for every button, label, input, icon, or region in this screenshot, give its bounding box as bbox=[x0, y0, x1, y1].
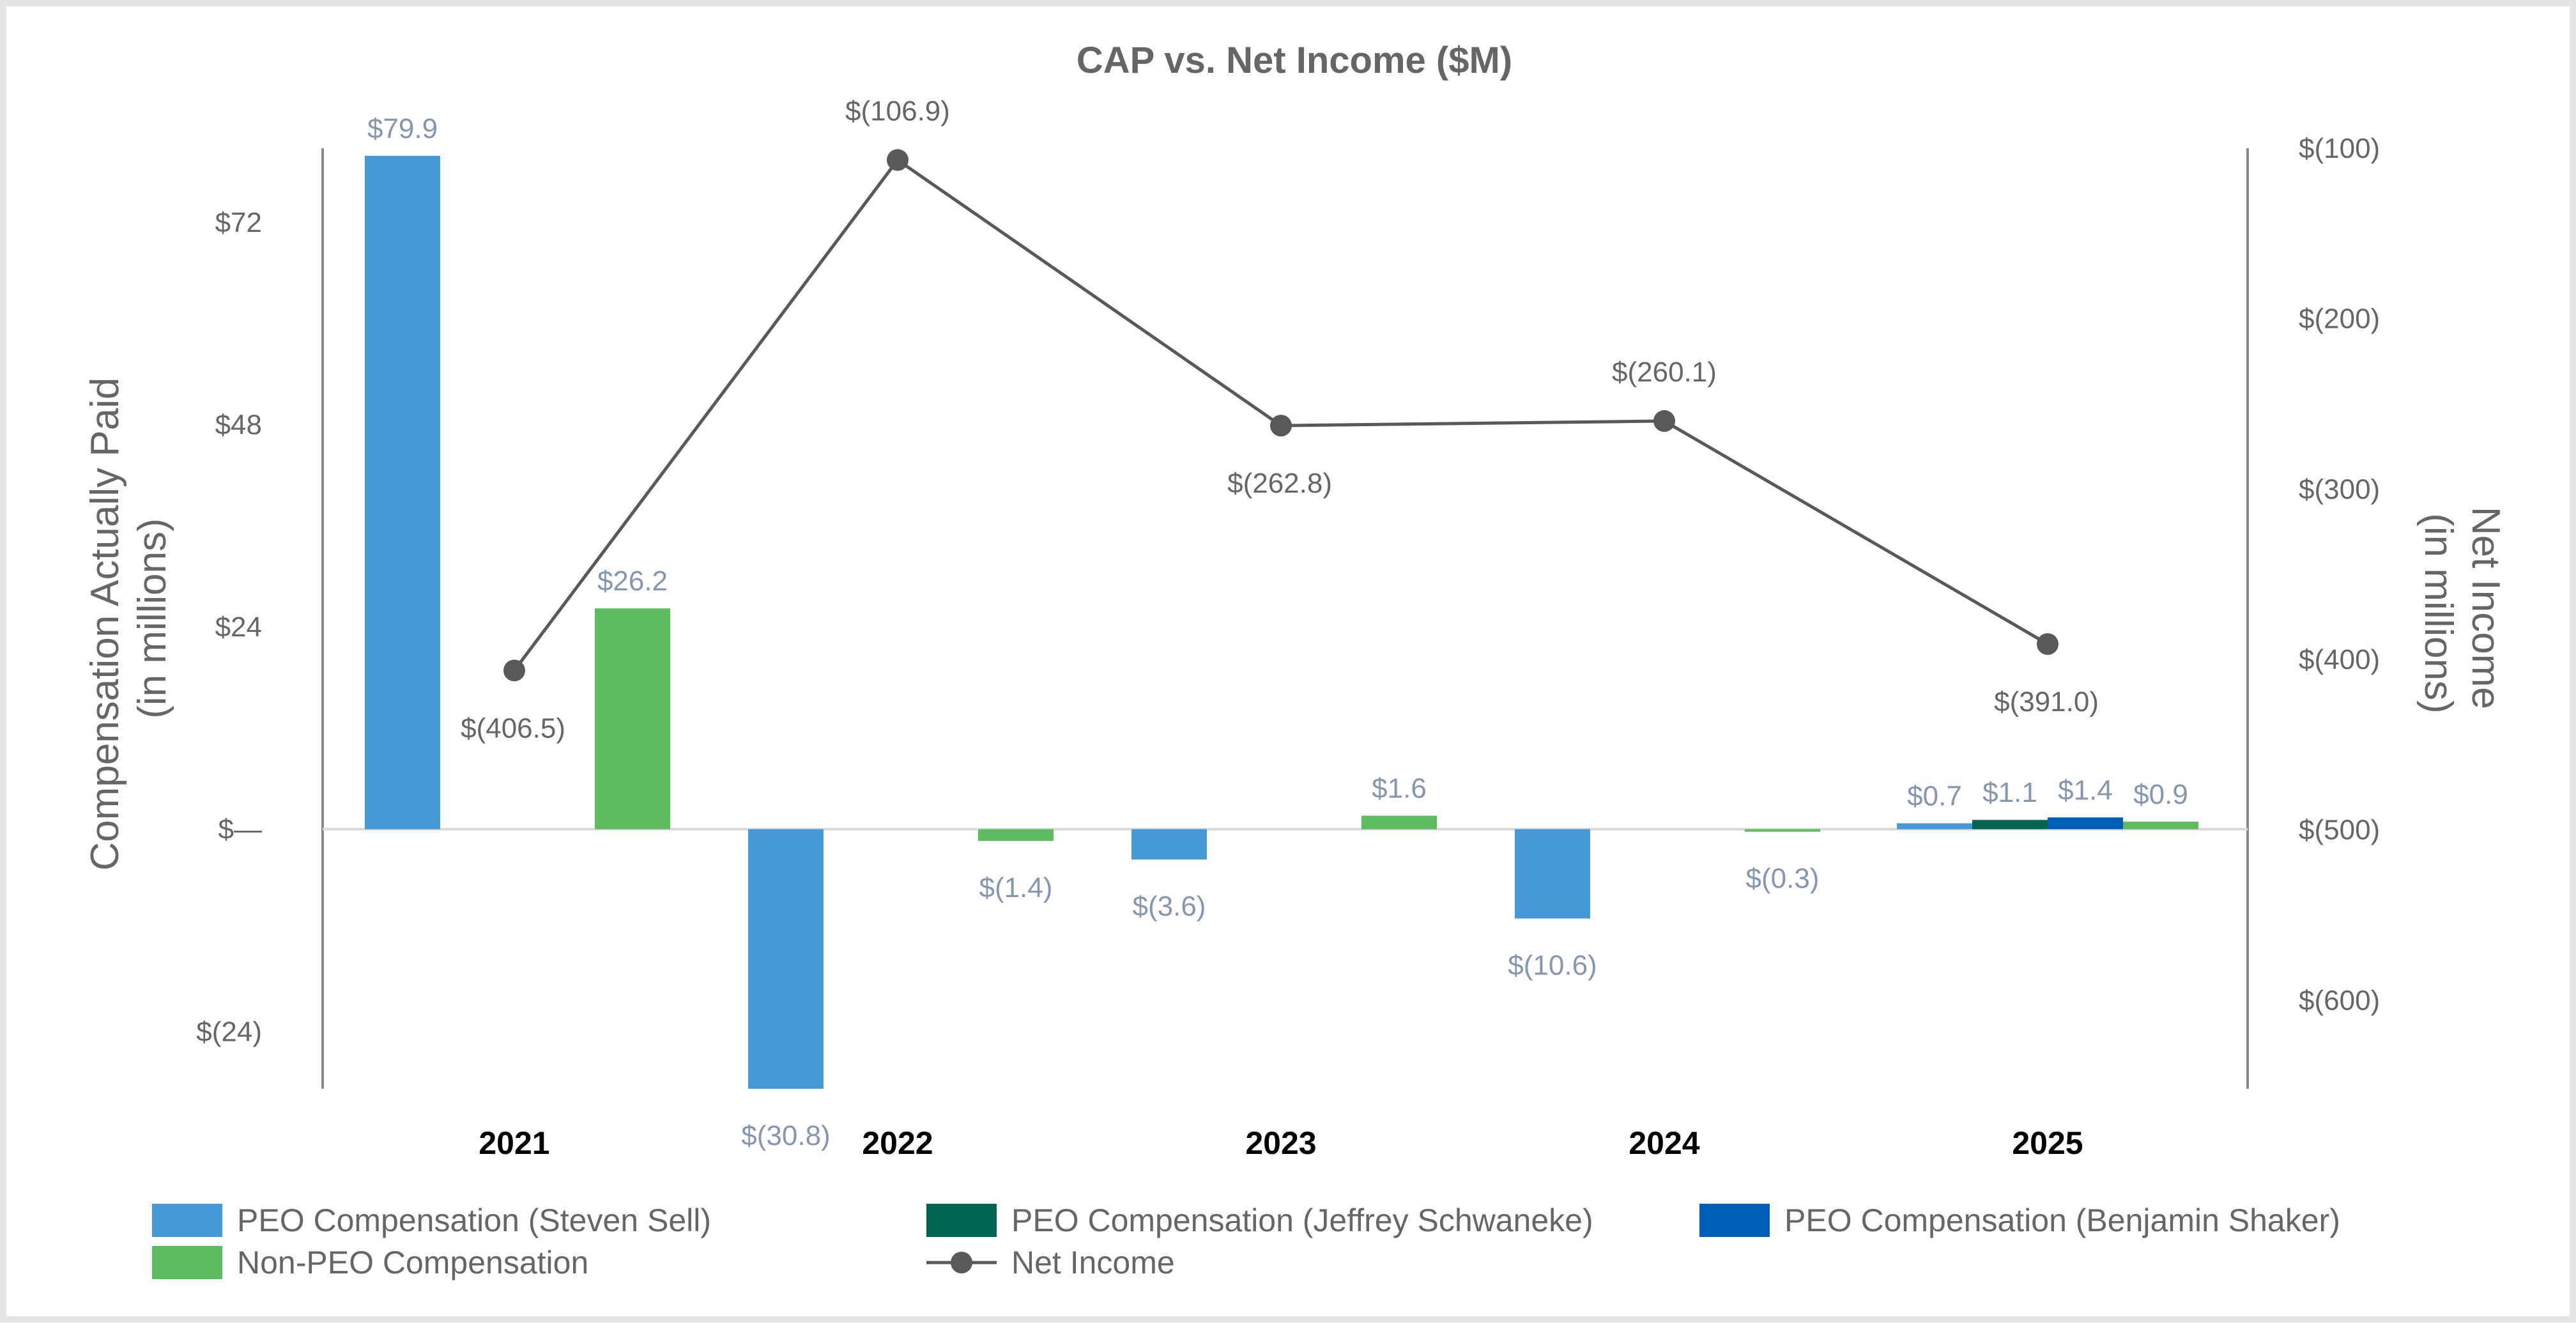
bar-2024-series-0 bbox=[1515, 829, 1590, 919]
right-tick-label: $(300) bbox=[2299, 473, 2380, 505]
bar-data-labels: $79.9 $26.2 $(30.8) $(1.4) $(3.6) $1.6 $(10.6)… bbox=[367, 113, 2188, 1151]
x-tick-label: 2022 bbox=[862, 1125, 933, 1161]
cap-vs-net-income-chart: CAP vs. Net Income ($M) Compensation Act… bbox=[83, 40, 2508, 1280]
right-axis-ticks: $(100) $(200) $(300) $(400) $(500) $(600) bbox=[2299, 133, 2380, 1016]
net-income-data-labels: $(406.5) $(106.9) $(262.8) $(260.1) $(391.0) bbox=[461, 95, 2099, 744]
left-tick-label: $— bbox=[218, 814, 262, 845]
bar-2022-series-0 bbox=[748, 829, 824, 1089]
bar-2025-series-1 bbox=[1972, 820, 2048, 829]
net-income-data-label: $(406.5) bbox=[461, 712, 565, 744]
left-axis-title: Compensation Actually Paid (in millions) bbox=[83, 366, 174, 870]
bar-2023-series-0 bbox=[1131, 829, 1207, 860]
x-tick-label: 2024 bbox=[1629, 1125, 1699, 1161]
bar-data-label: $0.7 bbox=[1907, 781, 1962, 812]
net-income-data-label: $(391.0) bbox=[1994, 686, 2099, 718]
bar-2021-series-3 bbox=[595, 608, 670, 829]
bar-data-label: $(30.8) bbox=[741, 1120, 830, 1151]
legend-label: Net Income bbox=[1011, 1245, 1175, 1280]
right-tick-label: $(400) bbox=[2299, 644, 2380, 675]
legend-label: PEO Compensation (Jeffrey Schwaneke) bbox=[1011, 1202, 1593, 1238]
net-income-point bbox=[1653, 410, 1675, 432]
legend-label: PEO Compensation (Benjamin Shaker) bbox=[1784, 1202, 2340, 1238]
right-axis-title-line2: (in millions) bbox=[2416, 513, 2460, 713]
bar-series bbox=[365, 155, 2198, 1089]
right-tick-label: $(600) bbox=[2299, 985, 2380, 1016]
left-axis-ticks: $72 $48 $24 $— $(24) bbox=[196, 207, 262, 1047]
legend-swatch bbox=[152, 1204, 222, 1237]
x-tick-label: 2025 bbox=[2012, 1125, 2083, 1161]
net-income-point bbox=[503, 659, 525, 682]
right-tick-label: $(200) bbox=[2299, 303, 2380, 335]
bar-data-label: $(10.6) bbox=[1508, 950, 1597, 981]
bar-2022-series-3 bbox=[978, 829, 1054, 841]
legend-label: PEO Compensation (Steven Sell) bbox=[237, 1202, 711, 1238]
net-income-point bbox=[2037, 633, 2058, 655]
right-axis-title: Net Income (in millions) bbox=[2416, 507, 2508, 720]
bar-data-label: $1.4 bbox=[2058, 774, 2113, 806]
legend: PEO Compensation (Steven Sell) PEO Compen… bbox=[152, 1202, 2340, 1280]
right-axis-title-line1: Net Income bbox=[2464, 507, 2508, 709]
bar-2025-series-2 bbox=[2048, 817, 2123, 829]
legend-label: Non-PEO Compensation bbox=[237, 1245, 588, 1280]
bar-2021-series-0 bbox=[365, 155, 440, 829]
bar-data-label: $(1.4) bbox=[979, 872, 1053, 903]
bar-data-label: $(0.3) bbox=[1746, 863, 1820, 895]
right-tick-label: $(100) bbox=[2299, 133, 2380, 164]
net-income-point bbox=[887, 149, 908, 171]
left-tick-label: $48 bbox=[215, 410, 262, 441]
bar-2023-series-3 bbox=[1361, 815, 1437, 829]
net-income-data-label: $(260.1) bbox=[1612, 357, 1717, 388]
left-axis-title-line2: (in millions) bbox=[130, 518, 174, 718]
bar-data-label: $1.1 bbox=[1982, 777, 2037, 808]
net-income-data-label: $(262.8) bbox=[1227, 468, 1332, 499]
bar-data-label: $26.2 bbox=[597, 565, 668, 597]
bar-2024-series-3 bbox=[1745, 829, 1820, 832]
legend-swatch bbox=[1699, 1204, 1770, 1237]
left-tick-label: $24 bbox=[215, 611, 262, 643]
x-tick-label: 2021 bbox=[479, 1125, 549, 1161]
bar-data-label: $79.9 bbox=[367, 113, 438, 144]
legend-line-marker bbox=[951, 1252, 972, 1273]
legend-swatch bbox=[926, 1204, 997, 1237]
legend-swatch bbox=[152, 1246, 222, 1279]
net-income-line-series bbox=[503, 149, 2058, 682]
bar-2025-series-0 bbox=[1897, 823, 1972, 829]
bar-data-label: $1.6 bbox=[1372, 773, 1427, 804]
right-tick-label: $(500) bbox=[2299, 815, 2380, 846]
chart-title: CAP vs. Net Income ($M) bbox=[1077, 40, 1512, 81]
net-income-point bbox=[1270, 415, 1292, 437]
bar-data-label: $(3.6) bbox=[1133, 891, 1206, 922]
left-tick-label: $(24) bbox=[196, 1016, 262, 1047]
bar-data-label: $0.9 bbox=[2133, 779, 2188, 810]
net-income-data-label: $(106.9) bbox=[845, 95, 950, 127]
left-axis-title-line1: Compensation Actually Paid bbox=[83, 378, 127, 871]
x-axis-ticks: 2021 2022 2023 2024 2025 bbox=[479, 1125, 2083, 1161]
left-tick-label: $72 bbox=[215, 207, 262, 238]
bar-2025-series-3 bbox=[2123, 821, 2198, 829]
x-tick-label: 2023 bbox=[1245, 1125, 1316, 1161]
